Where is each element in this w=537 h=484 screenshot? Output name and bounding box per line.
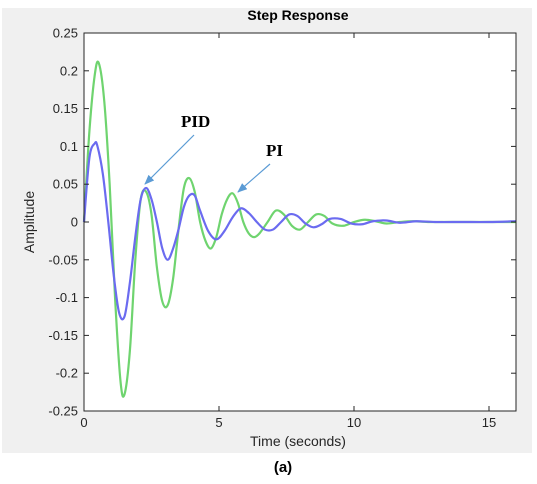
y-tick-label: 0 bbox=[71, 215, 78, 230]
x-tick-label: 0 bbox=[80, 415, 87, 430]
chart-title: Step Response bbox=[247, 7, 348, 23]
figure-caption: (a) bbox=[274, 459, 292, 476]
y-tick-label: 0.1 bbox=[60, 139, 78, 154]
y-tick-label: -0.15 bbox=[48, 328, 78, 343]
y-tick-label: -0.1 bbox=[56, 290, 78, 305]
pid-annotation-arrow bbox=[144, 134, 195, 185]
series-line-pi bbox=[82, 60, 516, 398]
series-layer bbox=[82, 60, 517, 398]
x-tick-label: 5 bbox=[215, 415, 222, 430]
pid-annotation-label: PID bbox=[181, 112, 210, 131]
x-axis-label: Time (seconds) bbox=[250, 433, 346, 449]
x-tick-label: 10 bbox=[347, 415, 361, 430]
y-tick-label: 0.15 bbox=[53, 101, 78, 116]
x-tick-label: 15 bbox=[482, 415, 496, 430]
y-tick-label: -0.25 bbox=[48, 404, 78, 419]
pi-annotation-arrow bbox=[237, 163, 271, 193]
y-tick-label: -0.05 bbox=[48, 252, 78, 267]
y-tick-label: 0.2 bbox=[60, 63, 78, 78]
y-axis-label: Amplitude bbox=[21, 191, 37, 253]
x-axis-ticks: 0 5 10 15 bbox=[80, 33, 496, 430]
series-line-pid bbox=[82, 141, 517, 321]
y-tick-label: 0.25 bbox=[53, 26, 78, 41]
y-tick-label: 0.05 bbox=[53, 177, 78, 192]
pi-annotation-label: PI bbox=[266, 141, 283, 160]
y-axis-ticks: 0.25 0.2 0.15 0.1 0.05 0 -0.05 -0.1 -0.15 -0.2 -0.… bbox=[48, 26, 516, 419]
y-tick-label: -0.2 bbox=[56, 366, 78, 381]
